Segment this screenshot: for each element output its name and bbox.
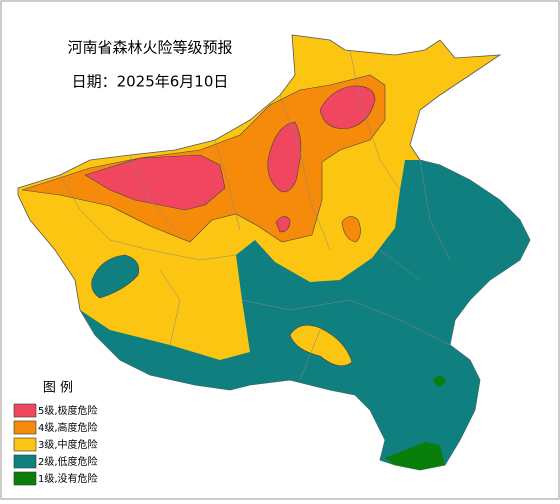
legend-title: 图 例: [43, 381, 73, 396]
legend-label: 2级,低度危险: [38, 455, 98, 468]
level-4-area: [341, 216, 361, 243]
county-lines: [59, 49, 451, 381]
level-1-area: [385, 376, 446, 470]
level-2-area: [80, 160, 530, 470]
legend-swatch: [13, 454, 37, 469]
legend-label: 3级,中度危险: [38, 438, 98, 451]
legend-swatch: [13, 437, 37, 452]
legend-label: 4级,高度危险: [38, 421, 98, 434]
legend-label: 5级,极度危险: [38, 404, 98, 417]
title: 河南省森林火险等级预报: [67, 39, 232, 57]
legend-swatch: [13, 420, 37, 435]
level-5-area: [84, 85, 376, 233]
legend: 5级,极度危险 4级,高度危险 3级,中度危险 2级,低度危险 1级,没有危险: [13, 403, 98, 486]
legend-label: 1级,没有危险: [38, 472, 98, 485]
legend-swatch: [13, 471, 37, 486]
legend-swatch: [13, 403, 37, 418]
date: 日期：2025年6月10日: [72, 73, 229, 91]
level-2-area: [91, 254, 139, 299]
level-3-area: [289, 324, 353, 367]
